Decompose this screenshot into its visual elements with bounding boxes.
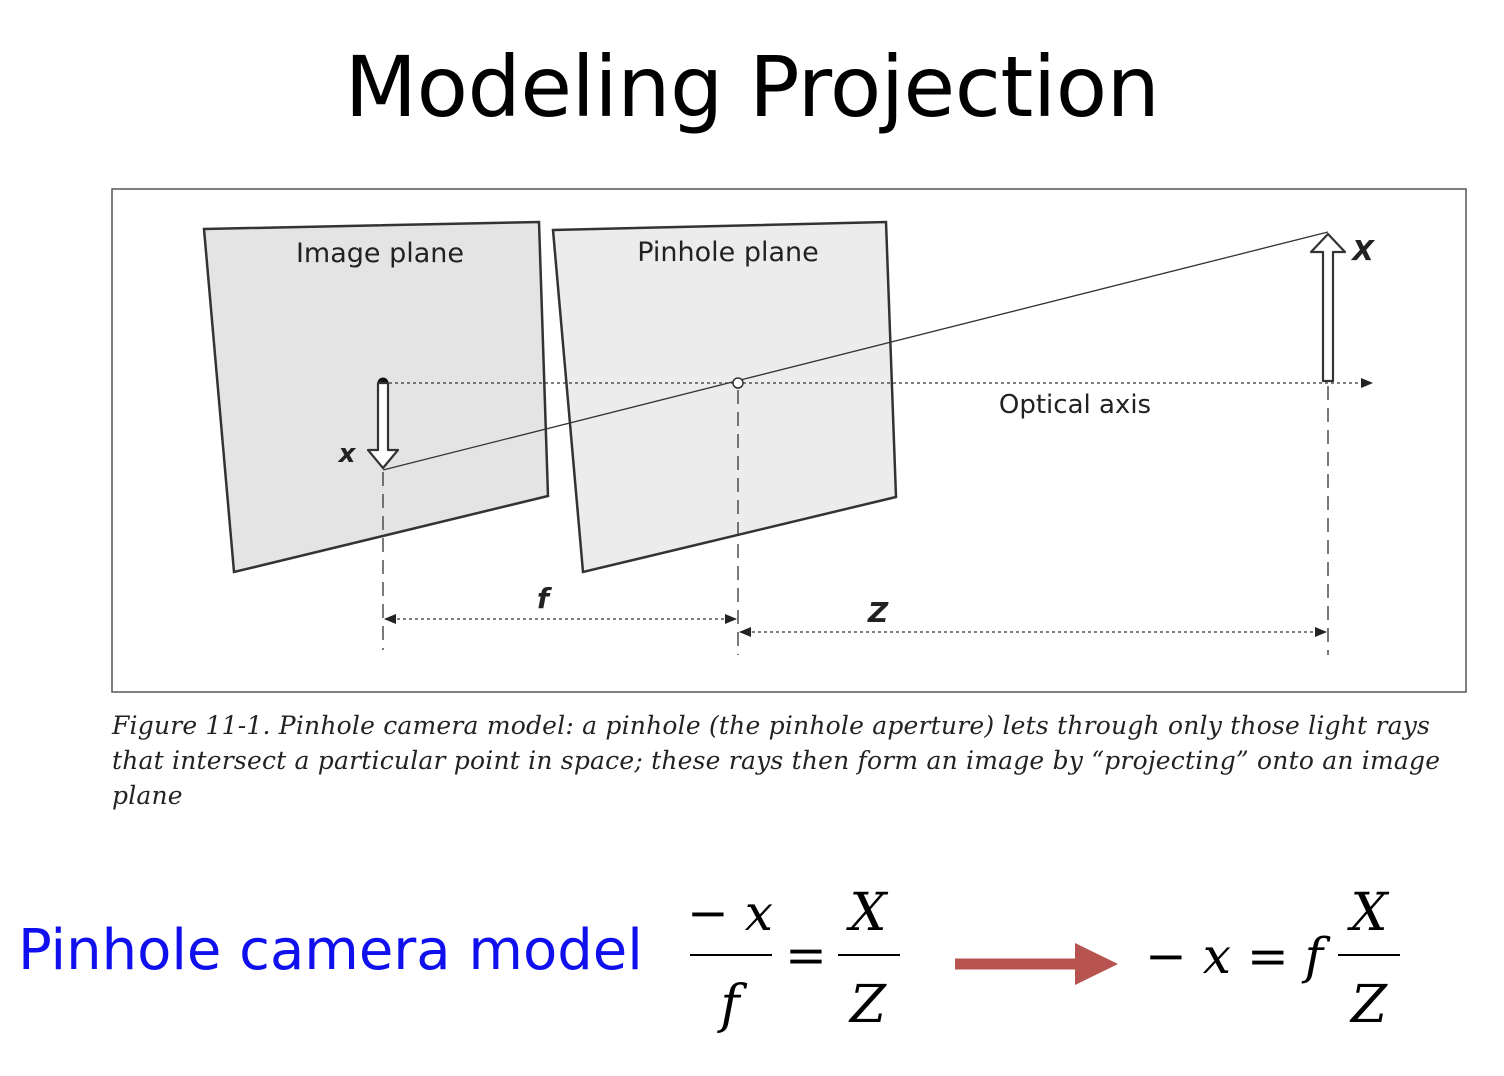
implies-arrow — [955, 943, 1118, 985]
eq1-numerator-right: X — [845, 883, 888, 943]
slide-title: Modeling Projection — [344, 38, 1160, 136]
focal-label: f — [537, 582, 553, 615]
pinhole-plane-label: Pinhole plane — [637, 237, 819, 268]
figure-caption: Figure 11-1. Pinhole camera model: a pin… — [112, 711, 1441, 810]
pinhole-plane — [551, 220, 898, 574]
eq2-denominator: Z — [1349, 975, 1388, 1035]
pinhole-aperture — [732, 377, 744, 389]
eq2-numerator: X — [1346, 883, 1389, 943]
eq2-left: − x = f — [1145, 927, 1331, 985]
eq1-denominator-right: Z — [848, 975, 887, 1035]
image-label: x — [337, 439, 357, 469]
image-arrow — [366, 381, 400, 470]
eq1-numerator-left: − x — [687, 884, 773, 942]
eq1-equals: = — [785, 926, 827, 984]
image-plane-label: Image plane — [296, 238, 464, 269]
projection-ray — [382, 231, 1329, 471]
distance-label: Z — [867, 596, 889, 629]
pinhole-model-label: Pinhole camera model — [18, 918, 643, 983]
eq1-denominator-left: f — [716, 975, 747, 1035]
optical-axis-label: Optical axis — [999, 390, 1151, 420]
object-arrow — [1309, 232, 1347, 383]
object-label: X — [1350, 234, 1375, 267]
image-plane — [202, 220, 550, 574]
